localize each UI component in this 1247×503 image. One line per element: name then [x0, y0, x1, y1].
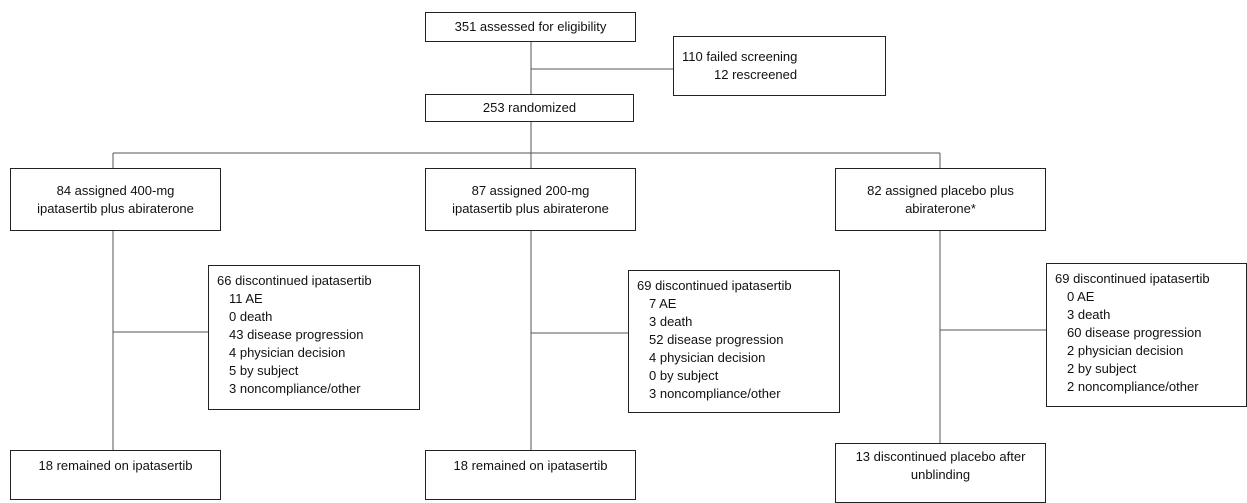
box-text: 253 randomized [482, 100, 577, 115]
box-text: 60 disease progression [1067, 325, 1202, 340]
box-text: 43 disease progression [229, 327, 364, 342]
box-text: 69 discontinued ipatasertib [1055, 271, 1210, 286]
box-text: 0 death [229, 309, 273, 324]
box-text: 4 physician decision [229, 345, 346, 360]
box-text: 4 physician decision [649, 350, 766, 365]
box-text: 0 by subject [649, 368, 719, 383]
box-text: 52 disease progression [649, 332, 784, 347]
box-text: 12 rescreened [714, 67, 798, 82]
box: 110 failed screening 12 rescreened [673, 36, 886, 96]
box-text: 3 death [1067, 307, 1111, 322]
box-text: 13 discontinued placebo after [855, 449, 1026, 464]
box-text: 110 failed screening [682, 49, 798, 64]
box-text: 18 remained on ipatasertib [453, 458, 608, 473]
box-text: 82 assigned placebo plus [867, 182, 1014, 198]
box-text: 69 discontinued ipatasertib [637, 278, 792, 293]
box-text: 0 AE [1067, 289, 1095, 304]
box-text: abiraterone* [905, 200, 976, 216]
box: 84 assigned 400-mg ipatasertib plus abir… [10, 168, 221, 231]
box: 351 assessed for eligibility [425, 12, 636, 42]
box-text: 351 assessed for eligibility [454, 19, 607, 34]
box-text: unblinding [910, 467, 971, 482]
box-text: 2 physician decision [1067, 343, 1184, 358]
box: 69 discontinued ipatasertib 0 AE 3 death 60… [1046, 263, 1247, 407]
box: 253 randomized [425, 94, 634, 122]
page: {"nodes": [ {"lines": ["351 assessed for… [10, 12, 1247, 503]
box-text: 11 AE [229, 291, 263, 306]
box: 13 discontinued placebo after unblinding [835, 443, 1046, 503]
box-text: ipatasertib plus abiraterone [37, 200, 194, 216]
box: 82 assigned placebo plus abiraterone* [835, 168, 1046, 231]
box-text: 3 death [649, 314, 693, 329]
box-text: 66 discontinued ipatasertib [217, 273, 372, 288]
box-text: 2 noncompliance/other [1067, 379, 1199, 394]
box-text: 3 noncompliance/other [229, 381, 361, 396]
box: 18 remained on ipatasertib [425, 450, 636, 500]
box-text: 7 AE [649, 296, 677, 311]
box: 66 discontinued ipatasertib 11 AE 0 death 4… [208, 265, 420, 410]
box-text: 84 assigned 400-mg [56, 182, 175, 198]
box-text: 5 by subject [229, 363, 299, 378]
box-text: ipatasertib plus abiraterone [452, 200, 609, 216]
box-text: 3 noncompliance/other [649, 386, 781, 401]
box: 18 remained on ipatasertib [10, 450, 221, 500]
box-text: 2 by subject [1067, 361, 1137, 376]
box-text: 18 remained on ipatasertib [38, 458, 193, 473]
box: 69 discontinued ipatasertib 7 AE 3 death 52… [628, 270, 840, 413]
box: 87 assigned 200-mg ipatasertib plus abir… [425, 168, 636, 231]
connectors [112, 42, 1046, 450]
box-text: 87 assigned 200-mg [471, 182, 590, 198]
